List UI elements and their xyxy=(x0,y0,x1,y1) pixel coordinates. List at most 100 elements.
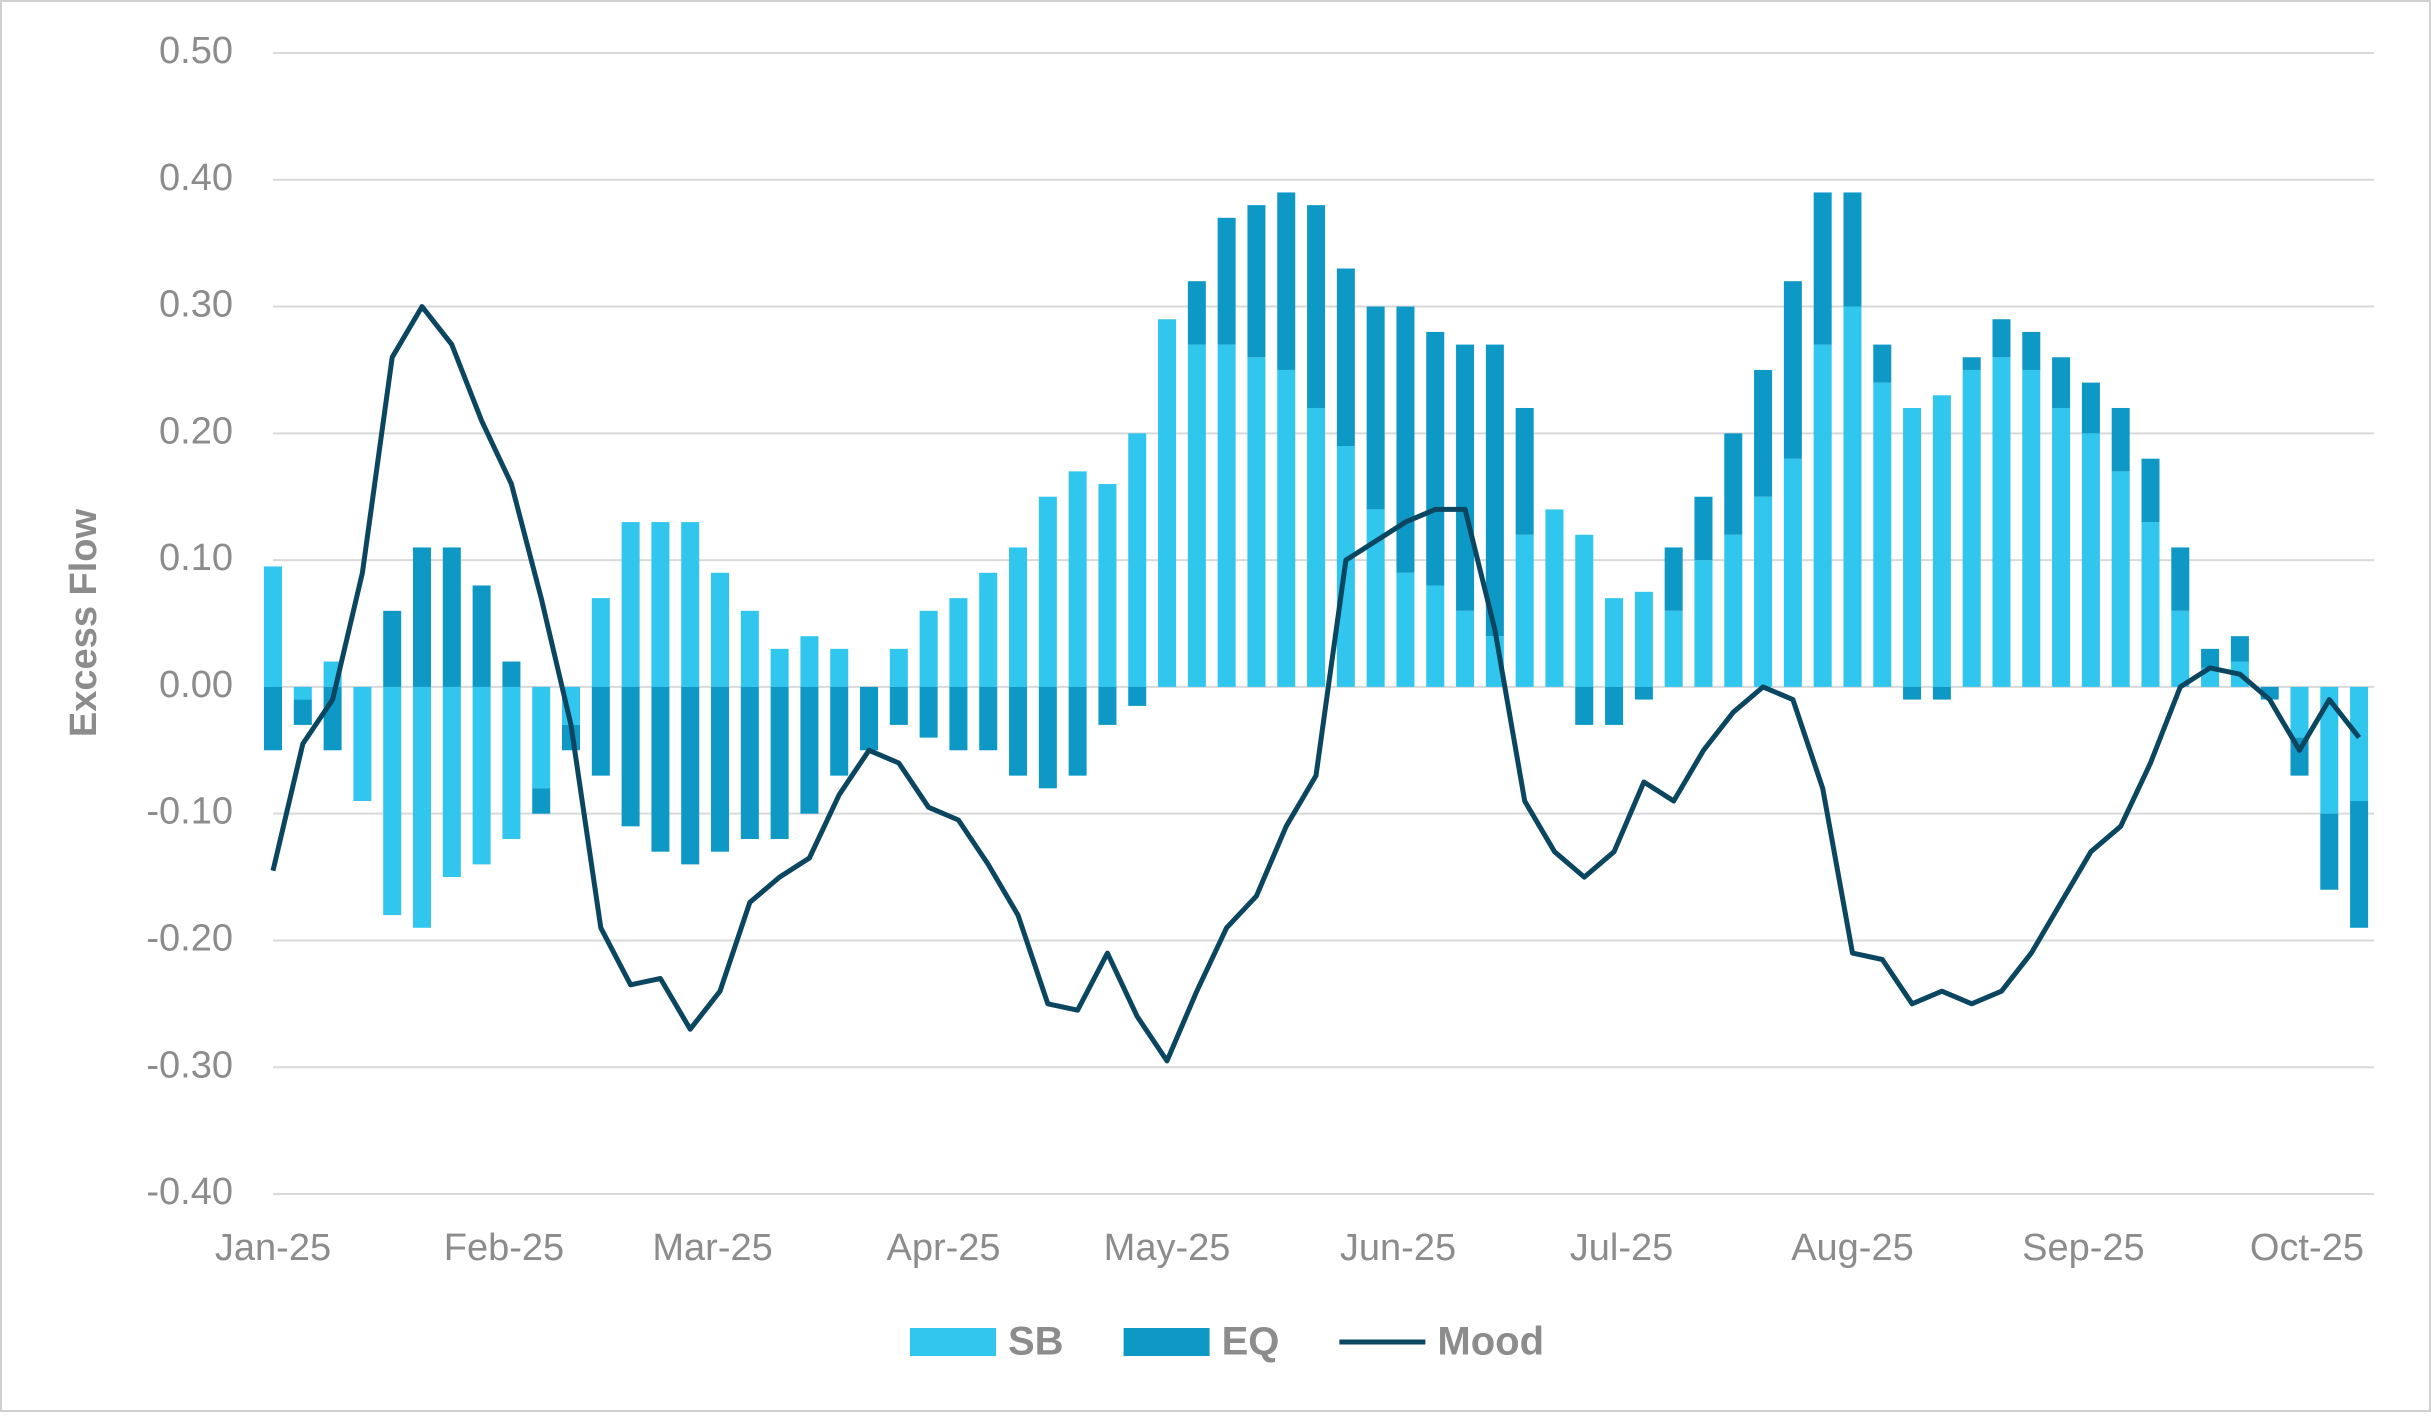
bar xyxy=(532,686,551,789)
bar xyxy=(293,686,312,700)
bar xyxy=(1426,331,1445,586)
bar xyxy=(1366,306,1385,510)
bar xyxy=(1277,192,1296,370)
bar xyxy=(591,598,610,687)
bar xyxy=(472,686,491,865)
bar xyxy=(1009,547,1028,687)
bar xyxy=(1724,433,1743,535)
bar xyxy=(2350,686,2369,801)
bar xyxy=(830,648,849,687)
x-tick-label: Jan-25 xyxy=(215,1227,331,1269)
y-tick-label: 0.40 xyxy=(159,157,233,199)
bar xyxy=(1187,281,1206,345)
bar xyxy=(681,522,700,687)
bar xyxy=(1217,217,1236,345)
bar xyxy=(1307,205,1326,408)
bar xyxy=(889,686,908,725)
y-tick-label: -0.40 xyxy=(146,1171,233,1213)
bar xyxy=(681,686,700,865)
bar xyxy=(1128,686,1147,706)
bar xyxy=(1038,686,1057,789)
bar xyxy=(651,522,670,687)
bar xyxy=(2052,407,2071,687)
bar xyxy=(442,686,461,878)
bar xyxy=(383,610,402,687)
x-tick-label: Aug-25 xyxy=(1791,1227,1914,1269)
y-axis-title: Excess Flow xyxy=(63,509,105,738)
bar xyxy=(919,610,938,687)
x-tick-label: Mar-25 xyxy=(652,1227,772,1269)
bar xyxy=(1515,534,1534,687)
legend-swatch xyxy=(1123,1328,1210,1356)
bar xyxy=(472,585,491,687)
bar xyxy=(1694,560,1713,687)
bar xyxy=(1694,496,1713,561)
bar xyxy=(711,572,730,687)
bar xyxy=(1545,509,1564,687)
bar xyxy=(1962,369,1981,687)
legend-label: EQ xyxy=(1222,1320,1280,1364)
bar xyxy=(1128,433,1147,687)
bar xyxy=(800,636,819,687)
bar xyxy=(1247,357,1266,687)
x-tick-label: Jun-25 xyxy=(1340,1227,1456,1269)
bar xyxy=(383,686,402,916)
bar xyxy=(1485,344,1504,637)
bar xyxy=(711,686,730,852)
bar xyxy=(1217,344,1236,687)
bar xyxy=(1634,686,1653,700)
line xyxy=(270,304,2362,1064)
bar xyxy=(1038,496,1057,687)
bar xyxy=(1664,547,1683,611)
bar xyxy=(1068,471,1087,687)
bar xyxy=(1456,610,1475,687)
bar xyxy=(651,686,670,852)
bar xyxy=(2141,522,2160,687)
x-tick-label: Sep-25 xyxy=(2022,1227,2145,1269)
bar xyxy=(353,686,372,801)
y-tick-label: -0.20 xyxy=(146,917,233,959)
bar xyxy=(1247,205,1266,358)
bar xyxy=(1456,344,1475,611)
x-tick-label: Oct-25 xyxy=(2250,1227,2364,1269)
bar xyxy=(1962,357,1981,370)
bar xyxy=(1187,344,1206,687)
x-tick-label: Jul-25 xyxy=(1570,1227,1674,1269)
bar xyxy=(2350,800,2369,928)
bar xyxy=(2022,369,2041,687)
bar xyxy=(1396,306,1415,573)
x-tick-label: May-25 xyxy=(1104,1227,1231,1269)
bar xyxy=(2081,382,2100,434)
bar xyxy=(949,686,968,751)
bar xyxy=(1575,534,1594,687)
bar xyxy=(1098,686,1117,725)
y-tick-label: 0.50 xyxy=(159,30,233,72)
y-tick-label: 0.10 xyxy=(159,537,233,579)
bar xyxy=(1754,496,1773,687)
bar xyxy=(1158,319,1177,687)
y-tick-label: -0.30 xyxy=(146,1044,233,1086)
bar xyxy=(621,522,640,687)
bar xyxy=(413,686,432,928)
bar xyxy=(979,686,998,751)
bar xyxy=(889,648,908,687)
bar xyxy=(2201,648,2220,668)
bar xyxy=(413,547,432,687)
bar xyxy=(2320,686,2339,814)
bar xyxy=(1903,686,1922,700)
bar xyxy=(1932,686,1951,700)
bar xyxy=(1575,686,1594,725)
bar xyxy=(1515,407,1534,535)
bar xyxy=(770,686,789,840)
bar xyxy=(502,661,521,687)
bar xyxy=(1754,369,1773,497)
bar xyxy=(800,686,819,814)
bar xyxy=(2052,357,2071,408)
x-tick-label: Feb-25 xyxy=(444,1227,564,1269)
y-tick-label: -0.10 xyxy=(146,791,233,833)
x-tick-label: Apr-25 xyxy=(887,1227,1001,1269)
bar xyxy=(770,648,789,687)
bar xyxy=(2022,331,2041,370)
bar xyxy=(442,547,461,687)
